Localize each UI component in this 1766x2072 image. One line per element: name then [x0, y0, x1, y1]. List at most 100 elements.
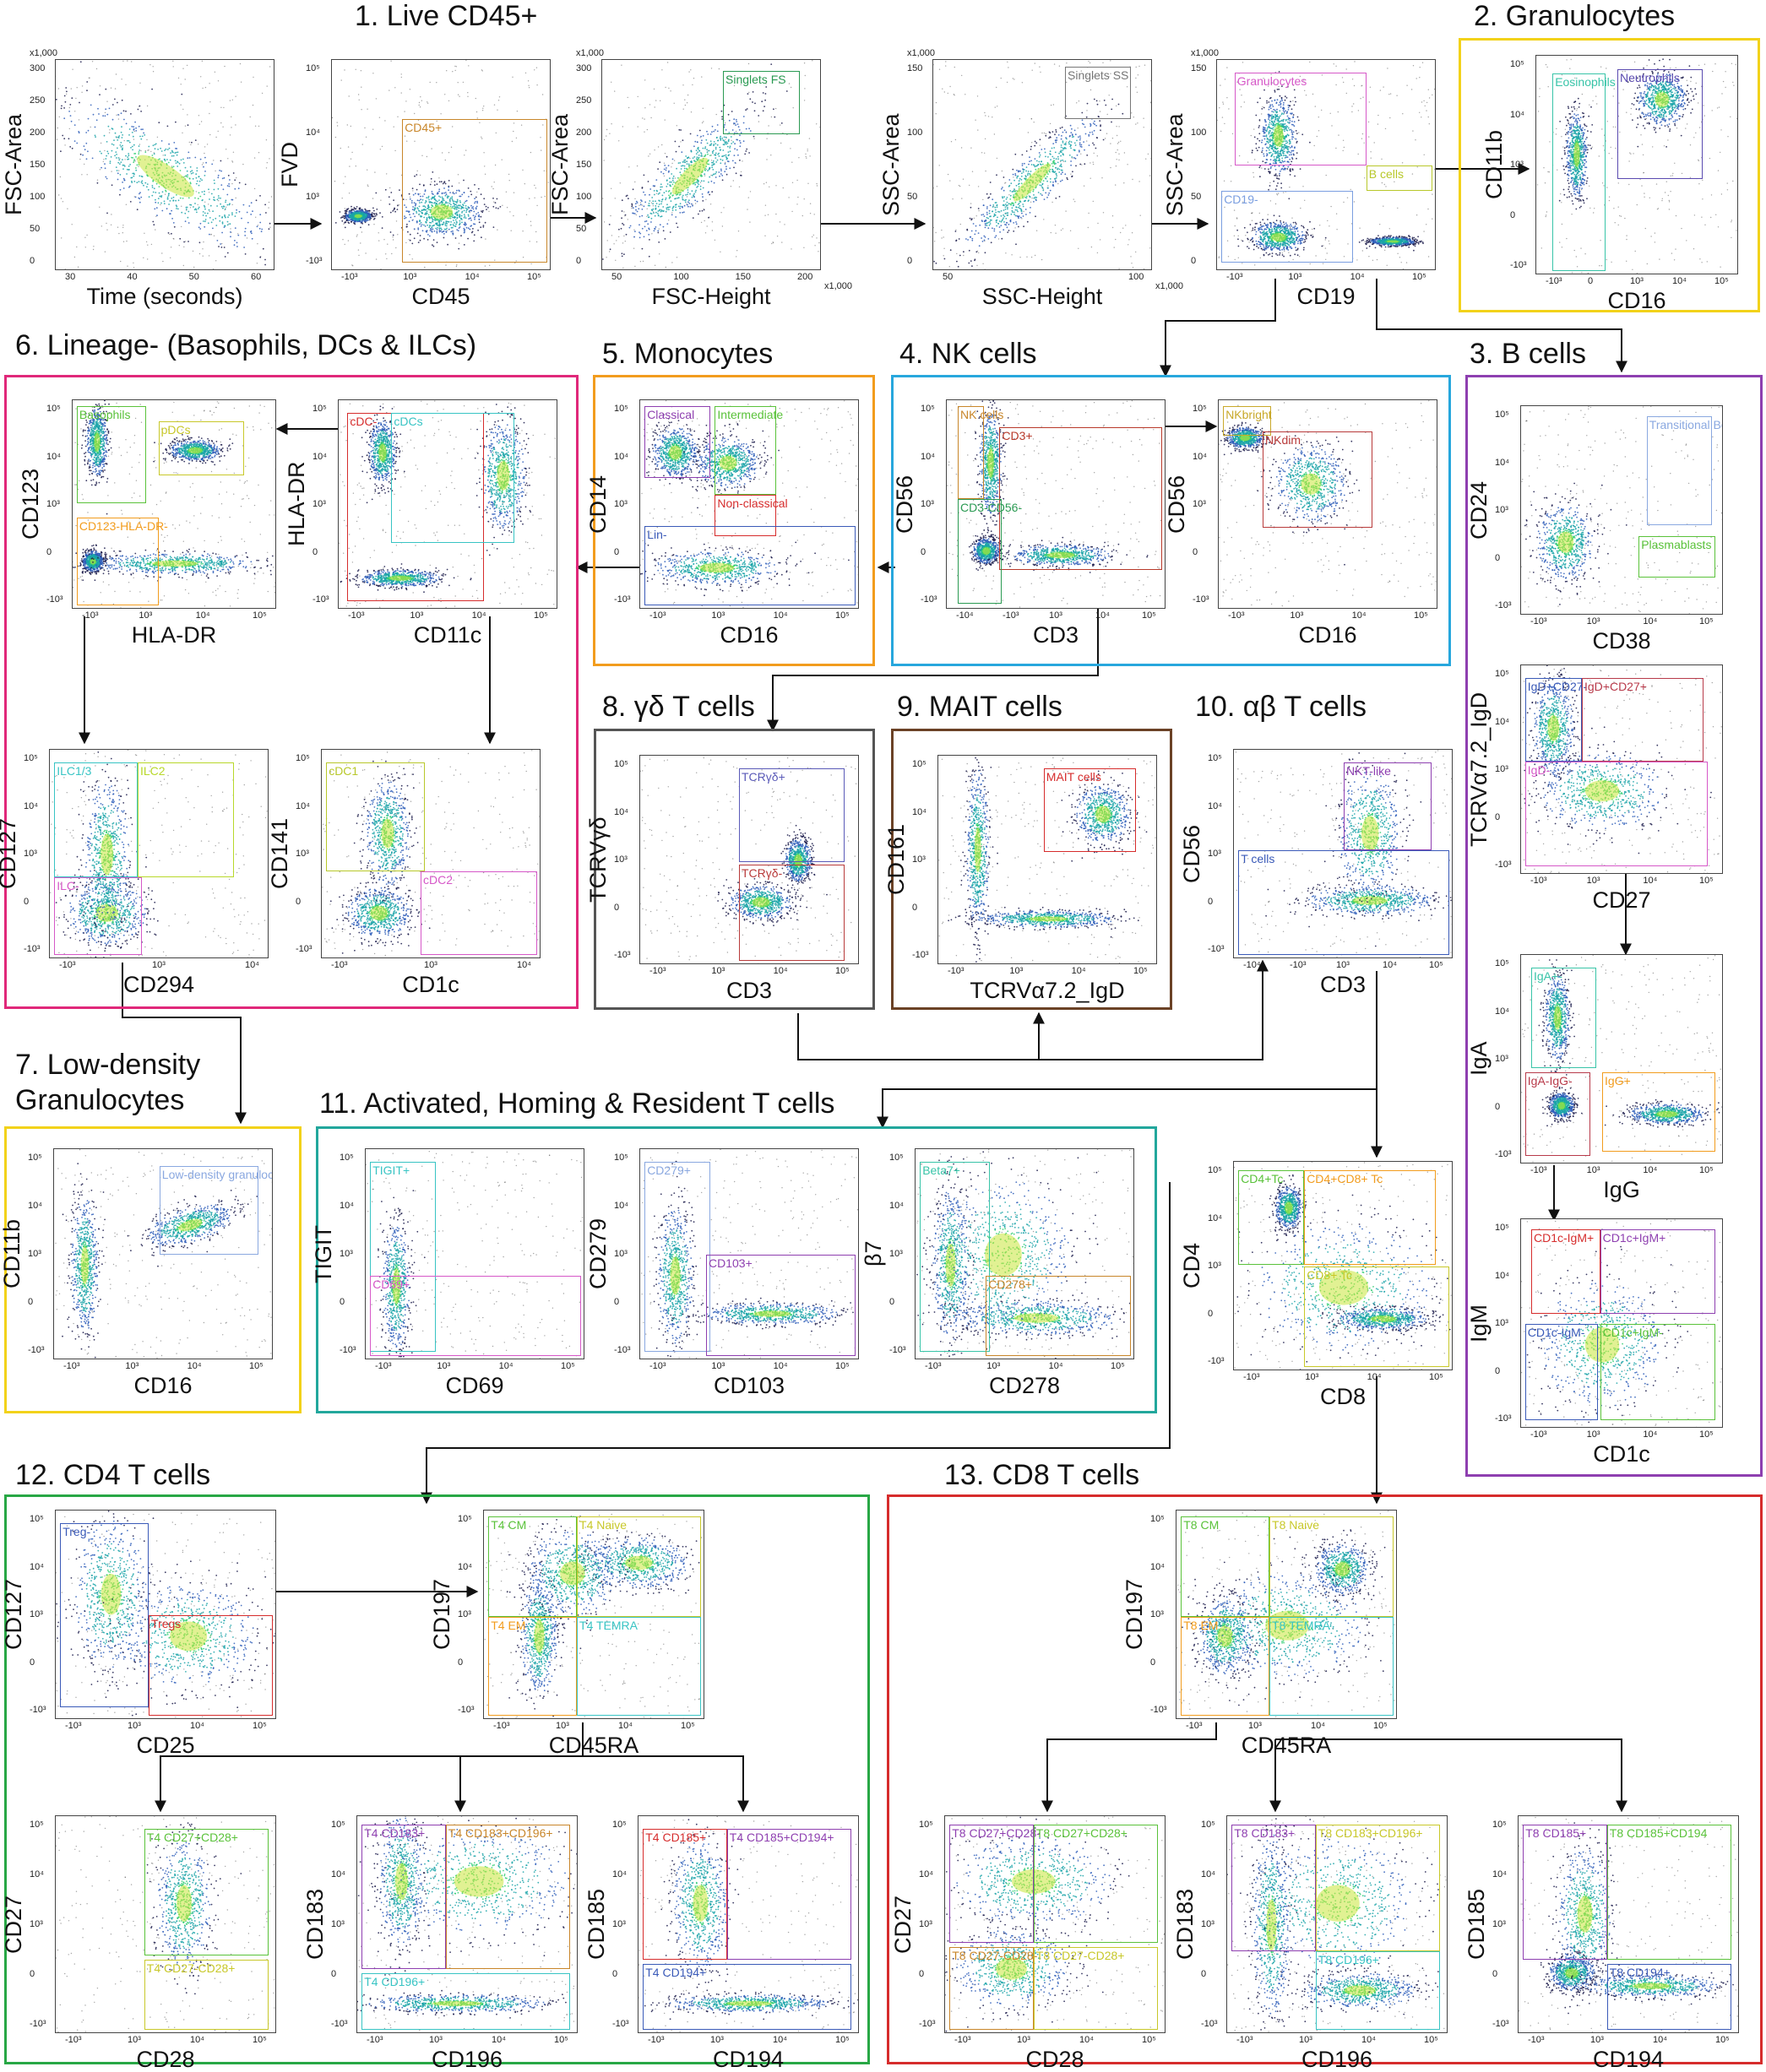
dot-cloud — [56, 60, 274, 269]
x-axis-label: CD16 — [639, 624, 859, 647]
y-tick-label: 300 — [576, 64, 591, 73]
x-tick-label: 10⁵ — [1373, 1722, 1388, 1731]
gate-lin1-1 — [391, 413, 514, 543]
y-tick-label: 10³ — [1495, 506, 1508, 515]
y-tick-label: 10³ — [889, 1250, 903, 1259]
x-tick-label: 60 — [251, 273, 261, 282]
x-tick-label: -10³ — [1290, 961, 1307, 970]
y-tick-label: -10³ — [331, 2020, 348, 2029]
gate-label: T8 CD185+CD194 — [1610, 1827, 1708, 1839]
y-tick-label: -10³ — [614, 951, 631, 960]
x-tick-label: 10⁴ — [472, 611, 486, 621]
x-tick-label: 30 — [65, 273, 75, 282]
x-axis-label: CD25 — [55, 1734, 276, 1757]
y-tick-label: 10³ — [614, 1250, 628, 1259]
x-tick-label: 10⁵ — [835, 967, 850, 976]
x-tick-label: 10⁵ — [1412, 273, 1426, 282]
x-tick-label: 10⁴ — [1672, 277, 1687, 286]
y-tick-label: 50 — [30, 225, 40, 234]
x-axis-label: CD3 — [639, 979, 859, 1002]
y-axis-label: TCRVγδ — [587, 816, 610, 903]
plot-c4c: T4 CD27+CD28+T4 CD27-CD28+ — [55, 1815, 276, 2033]
y-tick-label: 10⁵ — [46, 404, 61, 414]
x-tick-label: -10³ — [649, 611, 666, 621]
plot-gd: TCRγδ+TCRγδ- — [639, 755, 859, 964]
y-tick-label: -10³ — [614, 595, 631, 605]
gate-label: ILC2 — [140, 765, 166, 777]
y-tick-label: 10³ — [1510, 160, 1524, 170]
gate-label: IgA-IgG- — [1528, 1075, 1573, 1087]
gate-c8a-1 — [1269, 1516, 1394, 1617]
y-tick-label: 150 — [576, 160, 591, 170]
x-tick-label: -10³ — [948, 967, 965, 976]
x-tick-label: 10³ — [1336, 961, 1350, 970]
plot-c4d: T4 CD183+T4 CD183+CD196+T4 CD196+ — [356, 1815, 578, 2033]
x-tick-label: -10³ — [65, 1722, 82, 1731]
y-tick-label: 150 — [1191, 64, 1206, 73]
x-axis-label: CD8 — [1233, 1386, 1453, 1408]
x-axis-label: CD194 — [1518, 2048, 1739, 2071]
y-tick-label: 0 — [612, 1970, 617, 1979]
gate-bc1-0 — [1647, 416, 1712, 525]
y-tick-label: -10³ — [28, 1346, 45, 1355]
y-tick-label: 0 — [907, 257, 912, 266]
x-axis-label: CD103 — [639, 1375, 859, 1397]
x-axis-label: CD294 — [49, 974, 269, 996]
y-tick-label: 0 — [24, 898, 29, 907]
x-tick-label: 10³ — [424, 961, 437, 970]
y-tick-label: 10⁵ — [1495, 670, 1509, 679]
x-tick-label: 10⁴ — [1350, 273, 1365, 282]
y-tick-label: 10⁴ — [331, 1870, 345, 1879]
x-axis-label: CD194 — [638, 2048, 859, 2071]
y-tick-label: 10⁴ — [1208, 1214, 1222, 1223]
x-tick-label: 10³ — [711, 611, 725, 621]
y-tick-label: 0 — [1208, 1310, 1213, 1319]
x-tick-label: 10⁵ — [1715, 2036, 1730, 2045]
y-tick-label: 100 — [576, 193, 591, 202]
gate-label: pDCs — [161, 424, 191, 436]
y-tick-label: -10³ — [24, 945, 41, 954]
gate-label: IgD+CD27+ — [1584, 681, 1647, 692]
gate-label: Neutrophils — [1620, 72, 1680, 84]
x-tick-label: 10⁵ — [253, 611, 267, 621]
x-tick-label: 10⁵ — [1714, 277, 1729, 286]
x-tick-label: -10³ — [367, 2036, 383, 2045]
gate-label: Beta7+ — [922, 1164, 960, 1176]
x-tick-label: 10³ — [429, 2036, 443, 2045]
x-tick-label: 10⁵ — [1699, 1166, 1714, 1175]
y-tick-label: 10³ — [30, 1920, 43, 1929]
plot-bc2: IgD+CD27-IgD+CD27+IgD- — [1520, 664, 1723, 874]
gate-label: Granulocytes — [1237, 75, 1307, 87]
y-tick-label: -10³ — [614, 1346, 631, 1355]
y-tick-label: 10³ — [912, 855, 926, 865]
x-tick-label: 10³ — [1587, 617, 1600, 626]
y-axis-label: CD27 — [3, 1895, 25, 1953]
x-tick-label: 10⁵ — [1699, 617, 1714, 626]
gate-gran-1 — [1617, 69, 1703, 179]
x-tick-label: 10⁵ — [554, 2036, 568, 2045]
gate-label: NKdim — [1265, 434, 1301, 446]
x-axis-label: IgG — [1520, 1179, 1723, 1201]
y-tick-label: 10⁵ — [614, 1153, 628, 1163]
y-tick-label: 0 — [340, 1298, 345, 1307]
x-tick-label: -10³ — [82, 611, 99, 621]
y-axis-label: FSC-Area — [549, 114, 572, 215]
plot-c8c: T8 CD183+T8 CD183+CD196+T8 CD196+ — [1226, 1815, 1448, 2033]
y-tick-label: -10³ — [312, 595, 329, 605]
y-tick-label: -10³ — [1208, 945, 1225, 954]
x-tick-label: 10³ — [437, 1362, 450, 1371]
y-tick-label: 10³ — [1495, 765, 1508, 774]
gate-label: CD45+ — [405, 122, 442, 133]
gate-label: TIGIT+ — [372, 1164, 410, 1176]
x-tick-label: 10³ — [410, 611, 423, 621]
gate-c8c-0 — [1231, 1825, 1316, 1951]
x-axis-label: CD196 — [356, 2048, 578, 2071]
gate-label: cDCs — [394, 415, 422, 427]
gate-label: CD1c+IgM- — [1603, 1326, 1663, 1338]
x-tick-label: 10³ — [711, 967, 725, 976]
